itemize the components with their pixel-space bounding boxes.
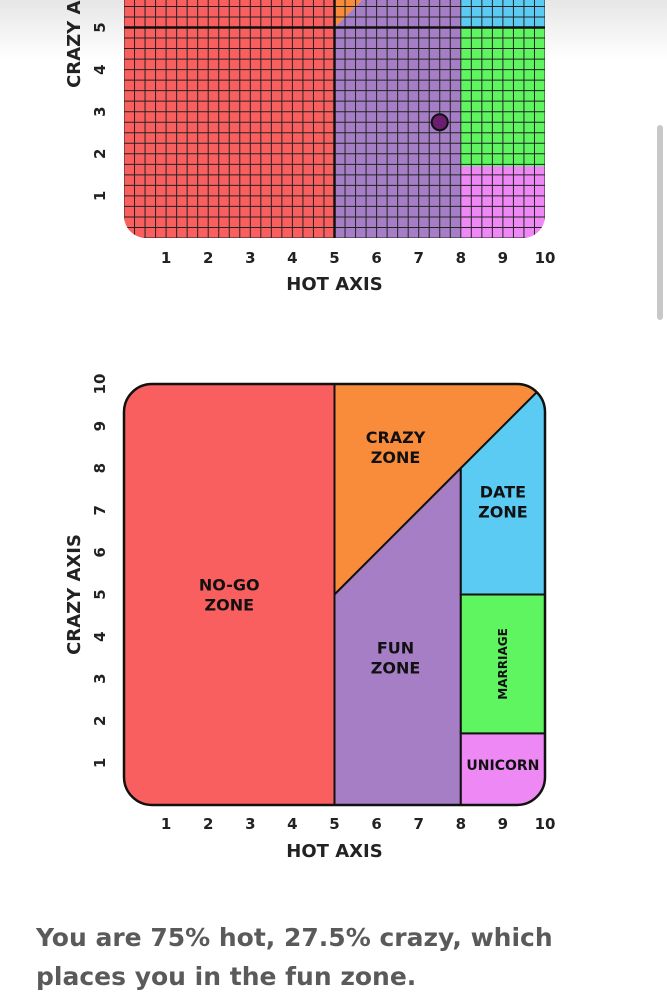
y-tick-label: 7 [91,505,109,515]
y-tick-label: 4 [91,64,109,74]
zone-unicorn-label: UNICORN [466,758,539,774]
x-tick-label: 2 [203,249,213,267]
zone-date-label: ZONE [478,503,528,522]
zone-crazy-label: CRAZY [366,428,426,447]
zone-nogo-area [124,384,336,805]
x-tick-label: 8 [456,249,466,267]
zone-fun-label: ZONE [371,658,421,677]
x-tick-label: 8 [456,815,466,833]
y-axis-title: CRAZY AXIS [64,534,85,655]
y-tick-label: 2 [91,716,109,726]
result-point-marker [430,113,449,132]
result-text: You are 75% hot, 27.5% crazy, which plac… [36,923,553,991]
y-tick-label: 2 [91,149,109,159]
y-tick-label: 1 [91,191,109,201]
chart2-border [122,382,547,807]
x-tick-label: 5 [329,815,339,833]
x-tick-label: 7 [413,249,423,267]
zone-chart-svg: NO-GOZONECRAZYZONEFUNZONEDATEZONEMARRIAG… [64,374,556,862]
zone-date-label: DATE [480,483,526,502]
x-tick-label: 9 [498,815,508,833]
x-tick-label: 3 [245,249,255,267]
x-tick-label: 9 [498,249,508,267]
y-axis-title: CRAZY AXIS [64,0,85,88]
x-axis-title: HOT AXIS [286,841,382,862]
chart1-zones [124,0,545,238]
y-tick-label: 3 [91,106,109,116]
zone-crazy-label: ZONE [371,448,421,467]
y-tick-label: 6 [91,547,109,557]
y-tick-label: 9 [91,421,109,431]
scrollbar-thumb[interactable] [657,125,663,320]
x-tick-label: 10 [535,249,556,267]
x-tick-label: 4 [287,815,297,833]
y-tick-label: 1 [91,758,109,768]
x-tick-label: 5 [329,249,339,267]
point-chart-svg: 1 2 3 4 5 6 7 8 9 10 1 2 3 4 5 HOT AXIS CRAZY AXIS [64,0,556,295]
x-tick-label: 1 [161,815,171,833]
x-tick-label: 7 [413,815,423,833]
x-tick-label: 3 [245,815,255,833]
y-tick-label: 8 [91,463,109,473]
chart2-zones [124,384,545,805]
y-tick-label: 4 [91,631,109,641]
y-tick-label: 10 [91,374,109,395]
x-axis-title: HOT AXIS [286,274,382,295]
y-tick-label: 3 [91,673,109,683]
hot-crazy-zone-chart: NO-GO ZONE CRAZY ZONE FUN ZONE DATE ZONE MARRIAG… [0,368,600,868]
zone-nogo-label: ZONE [204,595,254,614]
zone-fun-label: FUN [377,638,414,657]
y-tick-label: 5 [91,22,109,32]
x-tick-label: 6 [371,815,381,833]
zone-date-area [459,384,545,596]
zone-marriage-label: MARRIAGE [496,628,510,700]
x-tick-label: 1 [161,249,171,267]
zone-nogo-label: NO-GO [199,575,260,594]
y-tick-label: 5 [91,589,109,599]
x-tick-label: 4 [287,249,297,267]
x-tick-label: 10 [535,815,556,833]
x-tick-label: 6 [371,249,381,267]
x-tick-label: 2 [203,815,213,833]
hot-crazy-point-chart: 1 2 3 4 5 6 7 8 9 10 1 2 3 4 5 HOT AXIS CRAZY AXIS [0,0,600,300]
